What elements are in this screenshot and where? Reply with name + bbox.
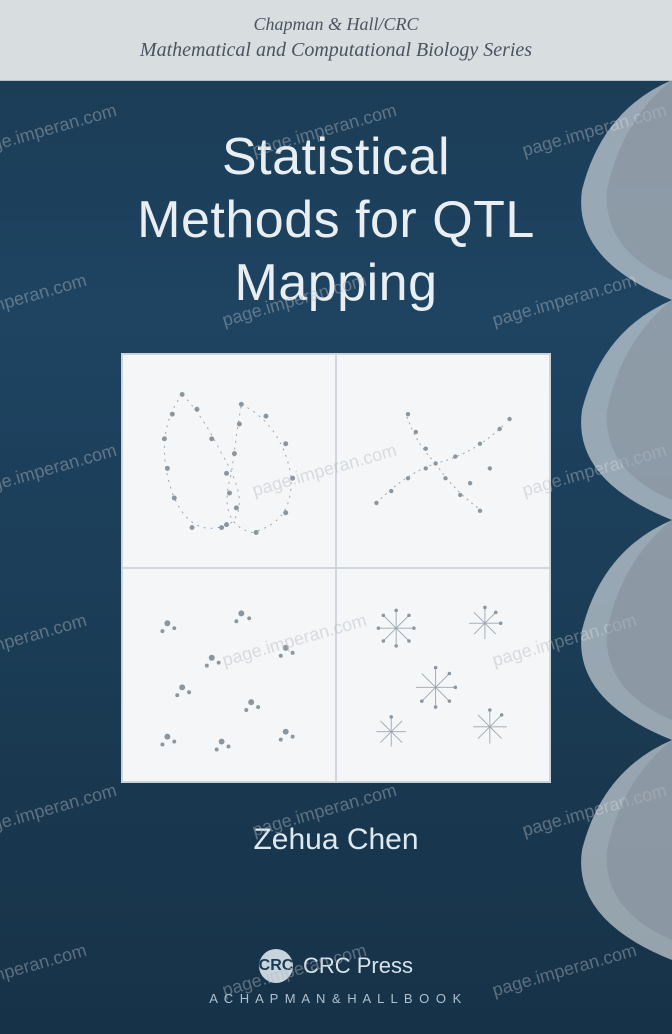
figure-panel — [121, 353, 551, 783]
book-cover: Chapman & Hall/CRC Mathematical and Comp… — [0, 0, 672, 1034]
quad-top-right — [336, 354, 550, 568]
title-line-2: Methods for QTL — [137, 192, 535, 249]
title-block: Statistical Methods for QTL Mapping — [97, 129, 575, 313]
publisher-press-label: CRC Press — [303, 953, 413, 979]
title-line-3: Mapping — [137, 255, 535, 312]
publisher-row: CRC CRC Press — [0, 949, 672, 983]
publisher-imprint: A C H A P M A N & H A L L B O O K — [0, 991, 672, 1006]
quad-bottom-right — [336, 568, 550, 782]
quad-top-left — [122, 354, 336, 568]
title-line-1: Statistical — [137, 129, 535, 186]
author-name: Zehua Chen — [253, 823, 418, 857]
publisher-block: CRC CRC Press A C H A P M A N & H A L L … — [0, 949, 672, 1006]
series-banner: Chapman & Hall/CRC Mathematical and Comp… — [0, 0, 672, 81]
crc-logo-icon: CRC — [259, 949, 293, 983]
quad-bottom-left — [122, 568, 336, 782]
series-line-1: Chapman & Hall/CRC — [20, 14, 652, 35]
series-line-2: Mathematical and Computational Biology S… — [20, 39, 652, 62]
